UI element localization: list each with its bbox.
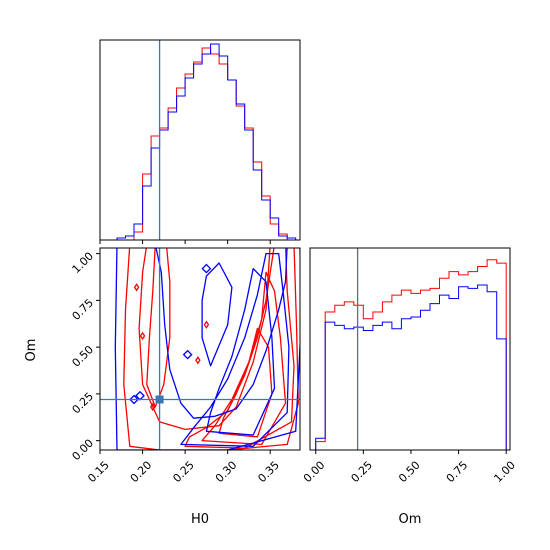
om-x-tick-label-1: 0.25	[349, 459, 376, 486]
contour-frame	[99, 247, 301, 451]
h0-om-contour-panel: 0.15 0.20 0.25 0.30 0.35 0.00 0.25 0.50 0.75 1.00	[70, 247, 301, 486]
om-y-tick-label-3: 0.75	[70, 296, 97, 323]
h0-histogram-series-2	[116, 43, 297, 240]
h0-x-tick-label-2: 0.25	[170, 459, 197, 486]
om-y-tick-label-1: 0.25	[70, 390, 97, 417]
contour-truth-marker	[155, 395, 164, 404]
om-x-tick-label-4: 1.00	[491, 459, 518, 486]
contour-series-1-island-1	[133, 283, 140, 292]
contour-plot-area	[100, 248, 300, 450]
om-histogram-frame	[309, 247, 511, 451]
h0-histogram-plot-area	[116, 40, 297, 240]
contour-series-1-island-4	[195, 356, 201, 365]
h0-x-tick-label-3: 0.30	[213, 459, 240, 486]
contour-series-2-level-4	[201, 262, 233, 367]
contour-series-1-island-5	[203, 320, 210, 329]
om-y-tick-label-0: 0.00	[70, 437, 97, 464]
contour-series-2-island-4	[135, 390, 145, 401]
om-y-tick-label-4: 1.00	[70, 250, 97, 277]
om-x-tick-label-2: 0.50	[396, 459, 423, 486]
contour-series-1-island-3	[149, 402, 156, 412]
contour-series-1-level-2	[184, 248, 295, 449]
x-axis-label-h0: H0	[191, 512, 209, 527]
y-axis-label-om: Om	[24, 339, 39, 362]
contour-series-2-level-2	[180, 252, 290, 447]
contour-series-1-island-2	[139, 331, 146, 341]
h0-histogram-panel	[99, 39, 301, 244]
om-histogram-panel: 0.00 0.25 0.50 0.75 1.00	[301, 247, 518, 486]
x-axis-label-om: Om	[399, 512, 422, 527]
contour-series-2-level-1	[114, 248, 300, 450]
h0-x-tick-label-4: 0.35	[255, 459, 282, 486]
contour-series-2-level-3	[205, 267, 276, 436]
contour-series-2-island-1	[201, 263, 212, 274]
h0-x-tick-label-0: 0.15	[85, 459, 112, 486]
contour-series-1-level-5	[146, 248, 171, 408]
h0-histogram-frame	[99, 39, 301, 241]
contour-series-2-island-2	[182, 349, 193, 360]
om-x-tick-label-0: 0.00	[301, 459, 328, 486]
contour-series-1-level-3	[201, 271, 287, 446]
om-y-tick-label-2: 0.50	[70, 343, 97, 370]
om-x-tick-label-3: 0.75	[444, 459, 471, 486]
h0-histogram-series-1	[117, 47, 296, 240]
om-histogram-series-1	[315, 259, 507, 450]
h0-x-tick-label-1: 0.20	[128, 459, 155, 486]
om-histogram-plot-area	[315, 248, 507, 450]
contour-series-1-level-4	[218, 327, 273, 438]
contour-series-1-level-1	[123, 248, 299, 450]
om-histogram-series-2	[315, 284, 507, 450]
